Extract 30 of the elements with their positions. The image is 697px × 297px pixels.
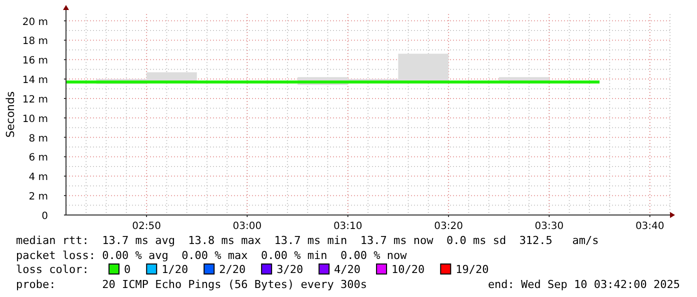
x-tick-label: 03:30 (534, 221, 564, 232)
text: median rtt: 13.7 ms avg 13.8 ms max 13.7 ms min 13.7 ms now 0.0 ms sd 312.5 am/s (16, 234, 599, 247)
legend-label: 1/20 (162, 263, 188, 276)
y-tick-label: 12 m (22, 94, 48, 106)
x-tick-label: 02:50 (132, 221, 161, 232)
legend-label: 0 (124, 263, 131, 276)
y-tick-label: 10 m (22, 114, 48, 125)
y-tick-label: 0 (42, 211, 48, 222)
x-tick-label: 03:00 (232, 221, 262, 232)
text: probe: 20 ICMP Echo Pings (56 Bytes) every 300s (16, 278, 367, 291)
x-tick-label: 03:20 (434, 221, 463, 232)
y-tick-label: 14 m (22, 75, 48, 86)
legend-label: 19/20 (456, 263, 489, 276)
legend-label: 2/20 (219, 263, 246, 276)
x-tick-label: 03:40 (635, 221, 664, 232)
y-axis-title: Seconds (4, 91, 17, 138)
y-tick-label: 4 m (28, 172, 48, 184)
y-tick-label: 18 m (22, 36, 48, 48)
legend-title: loss color: (16, 263, 89, 276)
legend-label: 3/20 (276, 263, 304, 276)
y-tick-label: 8 m (28, 133, 48, 144)
text: end: Wed Sep 10 03:42:00 2025 (488, 278, 680, 291)
x-tick-label: 03:10 (333, 221, 362, 232)
legend-label: 10/20 (392, 263, 425, 276)
y-tick-label: 6 m (28, 152, 48, 164)
legend-label: 4/20 (334, 263, 361, 276)
y-tick-label: 16 m (22, 56, 48, 67)
y-tick-label: 2 m (28, 192, 48, 203)
y-tick-label: 20 m (22, 16, 48, 28)
text: packet loss: 0.00 % avg 0.00 % max 0.00 % min 0.00 % now (16, 249, 408, 262)
